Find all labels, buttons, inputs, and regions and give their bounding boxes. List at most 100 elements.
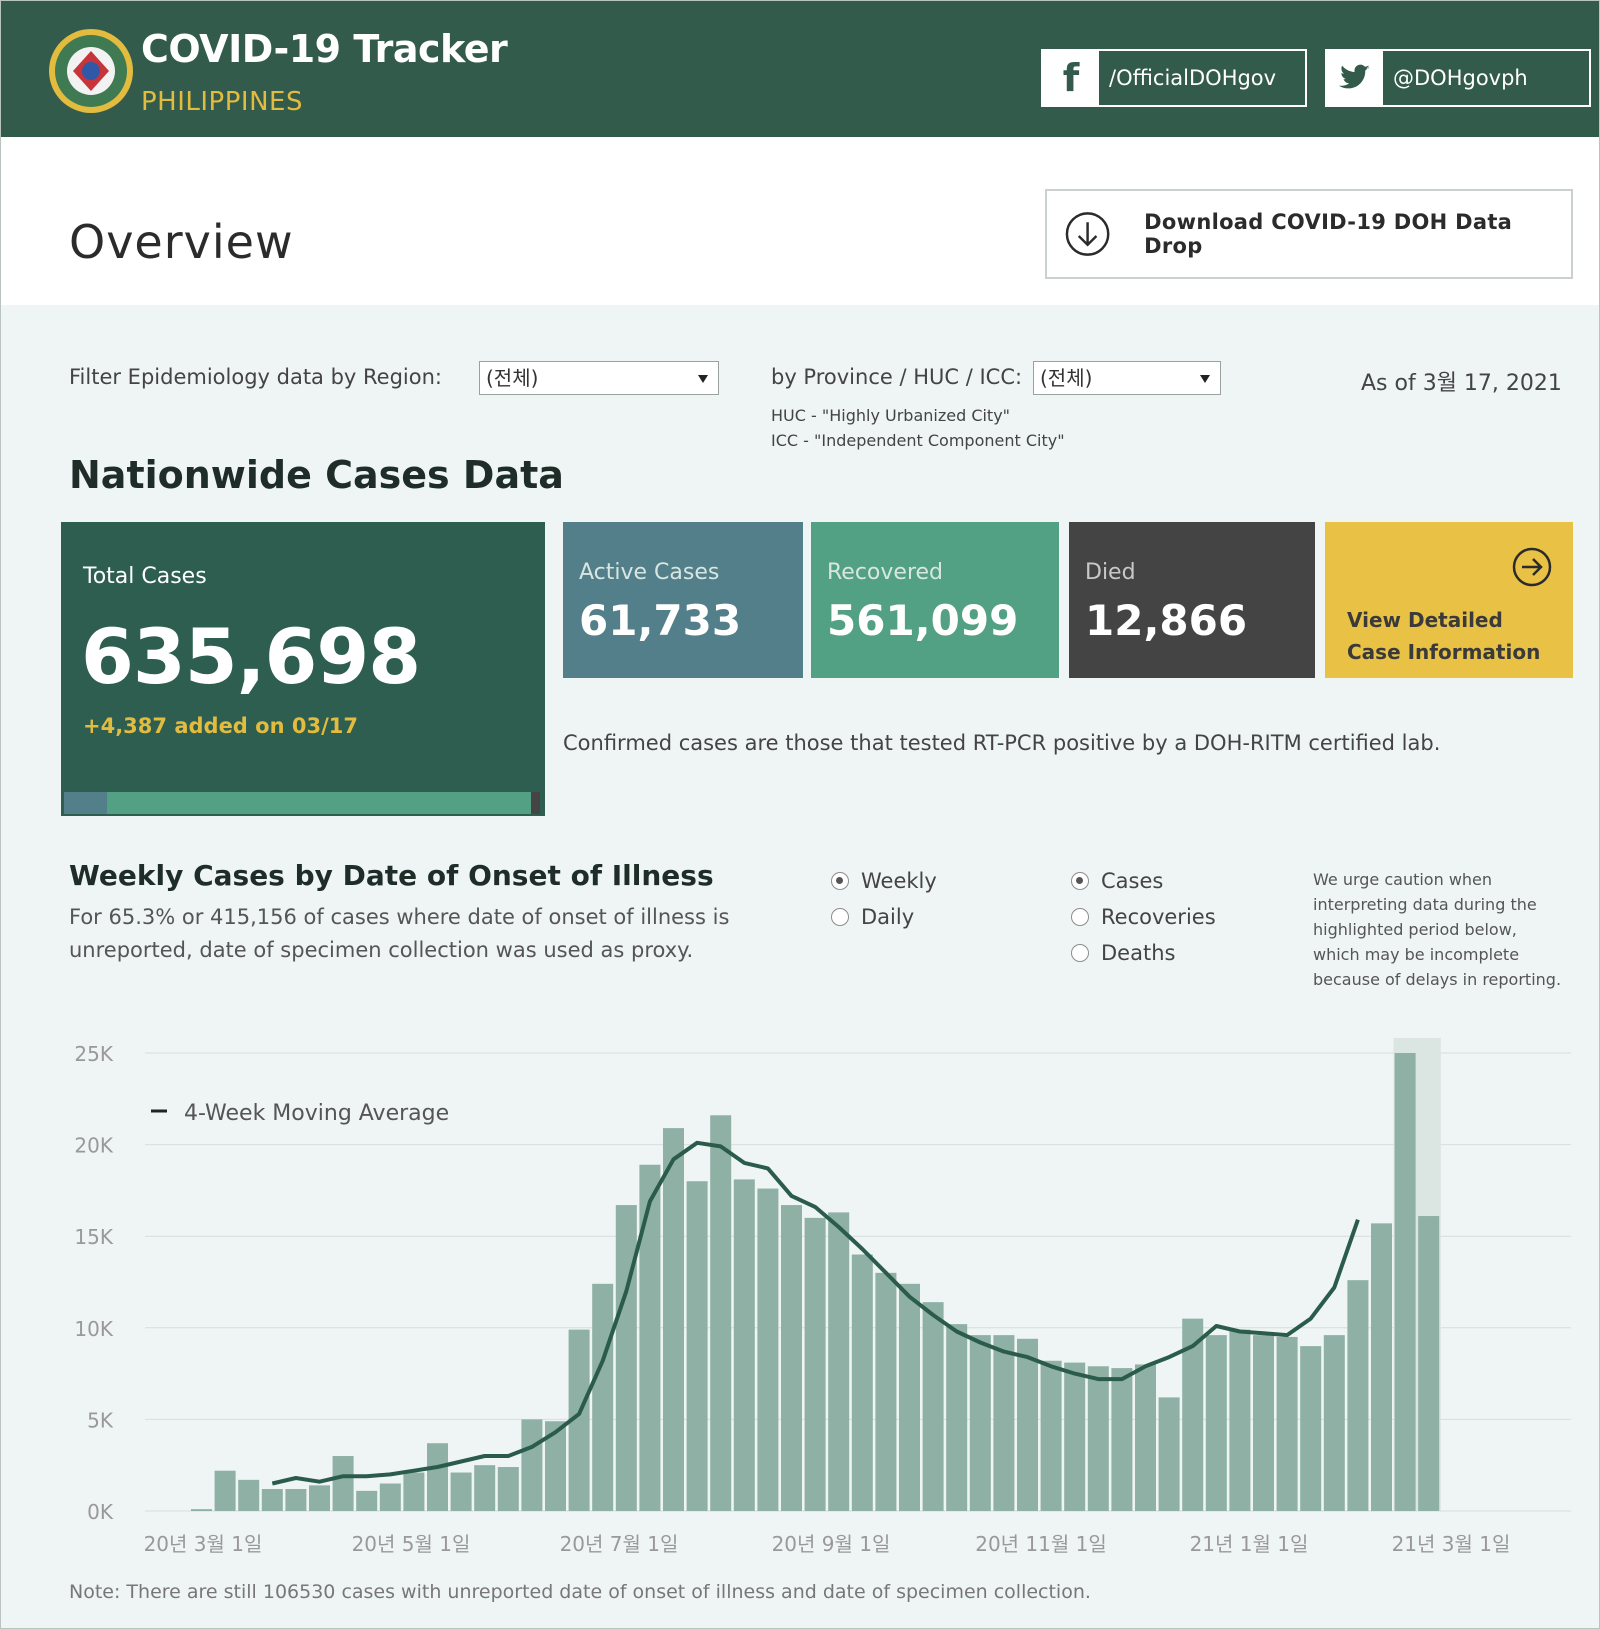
page-title: Overview (69, 215, 294, 269)
moving-average-line (271, 1140, 1360, 1486)
bar (568, 1329, 590, 1511)
total-cases-label: Total Cases (83, 564, 207, 589)
reporting-caution-note: We urge caution when interpreting data d… (1313, 870, 1562, 989)
radio-weekly[interactable]: Weekly (831, 869, 937, 893)
region-select-value: (전체) (486, 366, 539, 390)
bar (1229, 1329, 1251, 1511)
chart-subtitle: For 65.3% or 415,156 of cases where date… (69, 905, 730, 962)
chart-bars (191, 1053, 1440, 1511)
bar (1300, 1346, 1322, 1511)
died-segment (531, 792, 540, 814)
radio-cases[interactable]: Cases (1071, 869, 1163, 893)
x-axis-ticks: 20년 3월 1일 20년 5월 1일 20년 7월 1일 20년 9월 1일 20년 … (144, 1532, 1511, 1556)
bar (309, 1485, 330, 1511)
bar (356, 1490, 378, 1511)
icc-note: ICC - "Independent Component City" (771, 431, 1065, 450)
download-label: Download COVID-19 DOH Data Drop (1144, 210, 1513, 258)
bar (1371, 1223, 1392, 1511)
bar (1394, 1053, 1416, 1511)
bar (1135, 1364, 1156, 1511)
bar (615, 1205, 637, 1511)
bar (1087, 1366, 1109, 1511)
bar (686, 1181, 708, 1511)
download-data-drop-button[interactable]: Download COVID-19 DOH Data Drop (1045, 189, 1573, 279)
y-tick-label: 25K (74, 1042, 113, 1066)
bar (521, 1419, 543, 1511)
radio-cases-label: Cases (1101, 869, 1164, 893)
bar (663, 1128, 684, 1511)
bar (474, 1465, 496, 1511)
chart-title: Weekly Cases by Date of Onset of Illness (69, 859, 714, 892)
app-title: COVID-19 Tracker (141, 27, 508, 71)
active-cases-value: 61,733 (579, 596, 742, 645)
radio-deaths[interactable]: Deaths (1071, 941, 1175, 965)
chevron-down-icon (698, 375, 708, 383)
x-tick-label: 20년 11월 1일 (975, 1532, 1107, 1556)
radio-deaths-label: Deaths (1101, 941, 1176, 965)
bar (1276, 1336, 1298, 1511)
bar (1017, 1338, 1038, 1511)
chart-footnote: Note: There are still 106530 cases with … (69, 1581, 1091, 1603)
region-select[interactable]: (전체) (479, 361, 719, 395)
active-cases-label: Active Cases (579, 560, 720, 585)
bar (1323, 1335, 1345, 1511)
facebook-link[interactable]: f /OfficialDOHgov (1041, 49, 1307, 107)
bar (332, 1456, 354, 1511)
as-of-date: As of 3월 17, 2021 (1361, 371, 1562, 396)
twitter-link[interactable]: @DOHgovph (1325, 49, 1591, 107)
bar (427, 1443, 448, 1511)
legend-label: 4-Week Moving Average (184, 1101, 449, 1126)
radio-weekly-label: Weekly (861, 869, 937, 893)
x-tick-label: 20년 5월 1일 (352, 1532, 471, 1556)
bar (1182, 1318, 1204, 1511)
view-detailed-case-button[interactable]: View Detailed Case Information (1325, 522, 1573, 678)
bar (757, 1188, 779, 1511)
bar (403, 1472, 425, 1511)
bar (450, 1472, 472, 1511)
active-cases-card: Active Cases 61,733 (563, 522, 803, 678)
weekly-cases-chart: 25K 20K 15K 10K 5K 0K 20년 3월 1일 20년 5월 1일 20년 7… (74, 1038, 1571, 1556)
bar (639, 1164, 661, 1511)
y-tick-label: 5K (87, 1408, 114, 1432)
died-label: Died (1085, 560, 1136, 585)
radio-unselected-icon (831, 908, 849, 926)
bar (710, 1115, 732, 1511)
twitter-bird-icon (1327, 51, 1383, 105)
bar (1418, 1216, 1440, 1511)
bar (1253, 1335, 1274, 1511)
active-segment (64, 792, 108, 814)
moving-average-path (271, 1140, 1360, 1486)
y-tick-label: 0K (87, 1500, 114, 1524)
radio-daily[interactable]: Daily (831, 905, 914, 929)
radio-recoveries[interactable]: Recoveries (1071, 905, 1216, 929)
view-detailed-case-label: View Detailed Case Information (1347, 608, 1541, 664)
facebook-icon: f (1043, 51, 1099, 105)
bar (261, 1489, 283, 1511)
bar (922, 1302, 944, 1511)
bar (1064, 1362, 1086, 1511)
huc-note: HUC - "Highly Urbanized City" (771, 406, 1011, 425)
bar (828, 1212, 850, 1511)
y-tick-label: 10K (74, 1317, 113, 1341)
twitter-handle: @DOHgovph (1393, 66, 1528, 90)
province-select[interactable]: (전체) (1033, 361, 1221, 395)
app-subtitle: PHILIPPINES (141, 87, 303, 117)
header-bar: COVID-19 Tracker PHILIPPINES f /Official… (1, 1, 1599, 137)
download-circle-icon (1065, 212, 1110, 256)
bar (1347, 1280, 1369, 1511)
bar (946, 1324, 968, 1511)
bar (497, 1467, 519, 1511)
facebook-handle: /OfficialDOHgov (1109, 66, 1277, 90)
died-card: Died 12,866 (1069, 522, 1315, 678)
radio-unselected-icon (1071, 908, 1089, 926)
bar (851, 1254, 873, 1511)
confirmed-cases-note: Confirmed cases are those that tested RT… (563, 731, 1441, 755)
bar (191, 1509, 212, 1511)
bar (733, 1179, 755, 1511)
total-cases-value: 635,698 (81, 612, 421, 701)
died-value: 12,866 (1085, 596, 1248, 645)
section-title: Nationwide Cases Data (69, 453, 564, 497)
bar (1040, 1360, 1062, 1511)
x-tick-label: 20년 3월 1일 (144, 1532, 263, 1556)
